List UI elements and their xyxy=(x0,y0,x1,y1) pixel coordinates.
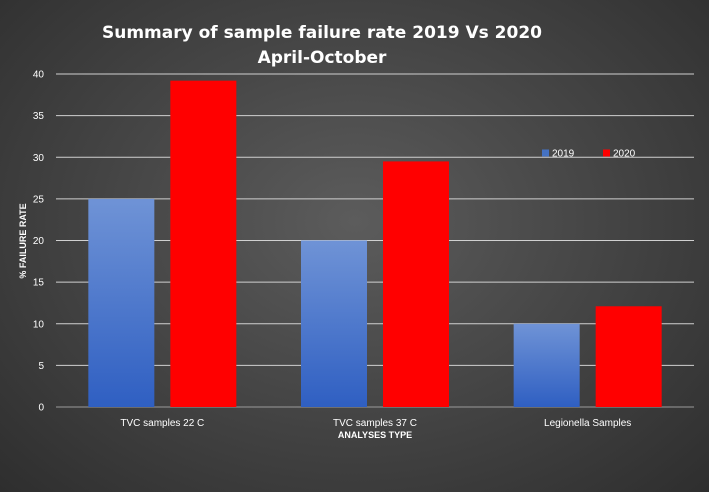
legend-swatch-2020 xyxy=(603,149,610,157)
x-axis-title: ANALYSES TYPE xyxy=(338,430,412,440)
y-tick-label: 15 xyxy=(33,278,45,289)
legend-label-2019: 2019 xyxy=(552,149,575,160)
y-tick-label: 5 xyxy=(38,361,44,372)
legend-swatch-2019 xyxy=(542,149,549,157)
bar-2019-1 xyxy=(88,198,155,407)
bar-2019-2 xyxy=(301,240,367,407)
x-tick-label: TVC samples 37 C xyxy=(333,418,417,429)
chart-title: Summary of sample failure rate 2019 Vs 2… xyxy=(102,23,542,43)
y-axis-ticks: 0 5 10 15 20 25 30 35 40 xyxy=(33,70,45,414)
y-axis-title: % FAILURE RATE xyxy=(18,203,28,278)
x-tick-label: TVC samples 22 C xyxy=(120,418,204,429)
y-tick-label: 25 xyxy=(33,194,45,205)
bars xyxy=(88,80,662,407)
y-tick-label: 30 xyxy=(33,153,45,164)
legend: 2019 2020 xyxy=(542,149,636,160)
x-axis-ticks: TVC samples 22 C TVC samples 37 C Legionel… xyxy=(120,418,631,429)
x-tick-label: Legionella Samples xyxy=(544,418,631,429)
legend-label-2020: 2020 xyxy=(613,149,636,160)
bar-2020-3 xyxy=(595,306,662,407)
gridlines xyxy=(56,73,694,408)
y-tick-label: 40 xyxy=(33,70,45,81)
bar-2020-2 xyxy=(383,161,449,407)
y-tick-label: 20 xyxy=(33,236,45,247)
y-tick-label: 10 xyxy=(33,319,45,330)
bar-2020-1 xyxy=(170,80,237,407)
bar-2019-3 xyxy=(513,323,580,407)
y-tick-label: 35 xyxy=(33,111,45,122)
y-tick-label: 0 xyxy=(38,403,44,414)
chart-subtitle: April-October xyxy=(258,48,387,68)
